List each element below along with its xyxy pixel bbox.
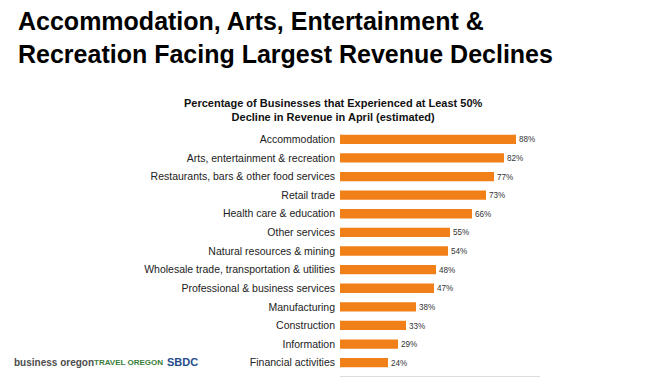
- svg-text:54%: 54%: [451, 247, 467, 256]
- svg-text:88%: 88%: [519, 135, 535, 144]
- svg-text:33%: 33%: [409, 322, 425, 331]
- svg-text:24%: 24%: [391, 359, 407, 368]
- svg-text:Construction: Construction: [276, 319, 335, 331]
- svg-text:Percentage of Businesses that: Percentage of Businesses that Experience…: [184, 97, 483, 123]
- svg-text:Financial activities: Financial activities: [250, 356, 335, 368]
- svg-text:77%: 77%: [497, 173, 513, 182]
- svg-text:business oregon: business oregon: [14, 357, 94, 368]
- svg-text:48%: 48%: [439, 266, 455, 275]
- svg-text:Professional & business servic: Professional & business services: [182, 282, 336, 294]
- svg-text:Retail trade: Retail trade: [281, 189, 335, 201]
- svg-text:TRAVEL OREGON: TRAVEL OREGON: [94, 358, 163, 367]
- svg-text:55%: 55%: [453, 228, 469, 237]
- svg-text:Manufacturing: Manufacturing: [268, 301, 335, 313]
- svg-text:Wholesale trade, transportatio: Wholesale trade, transportation & utilit…: [144, 263, 335, 275]
- svg-text:Other services: Other services: [267, 226, 335, 238]
- svg-text:SBDC: SBDC: [167, 356, 198, 368]
- svg-text:82%: 82%: [507, 154, 523, 163]
- svg-text:38%: 38%: [419, 303, 435, 312]
- svg-text:Accommodation: Accommodation: [260, 133, 335, 145]
- svg-text:47%: 47%: [437, 284, 453, 293]
- svg-text:Restaurants, bars & other food: Restaurants, bars & other food services: [151, 170, 335, 182]
- svg-text:Accommodation, Arts, Entertain: Accommodation, Arts, Entertainment &Recr…: [18, 7, 553, 68]
- svg-text:Information: Information: [282, 338, 335, 350]
- svg-text:Natural resources & mining: Natural resources & mining: [208, 245, 335, 257]
- svg-text:Health care & education: Health care & education: [223, 207, 335, 219]
- svg-text:29%: 29%: [401, 340, 417, 349]
- svg-text:73%: 73%: [489, 191, 505, 200]
- svg-text:66%: 66%: [475, 210, 491, 219]
- svg-text:Arts, entertainment & recreati: Arts, entertainment & recreation: [187, 152, 335, 164]
